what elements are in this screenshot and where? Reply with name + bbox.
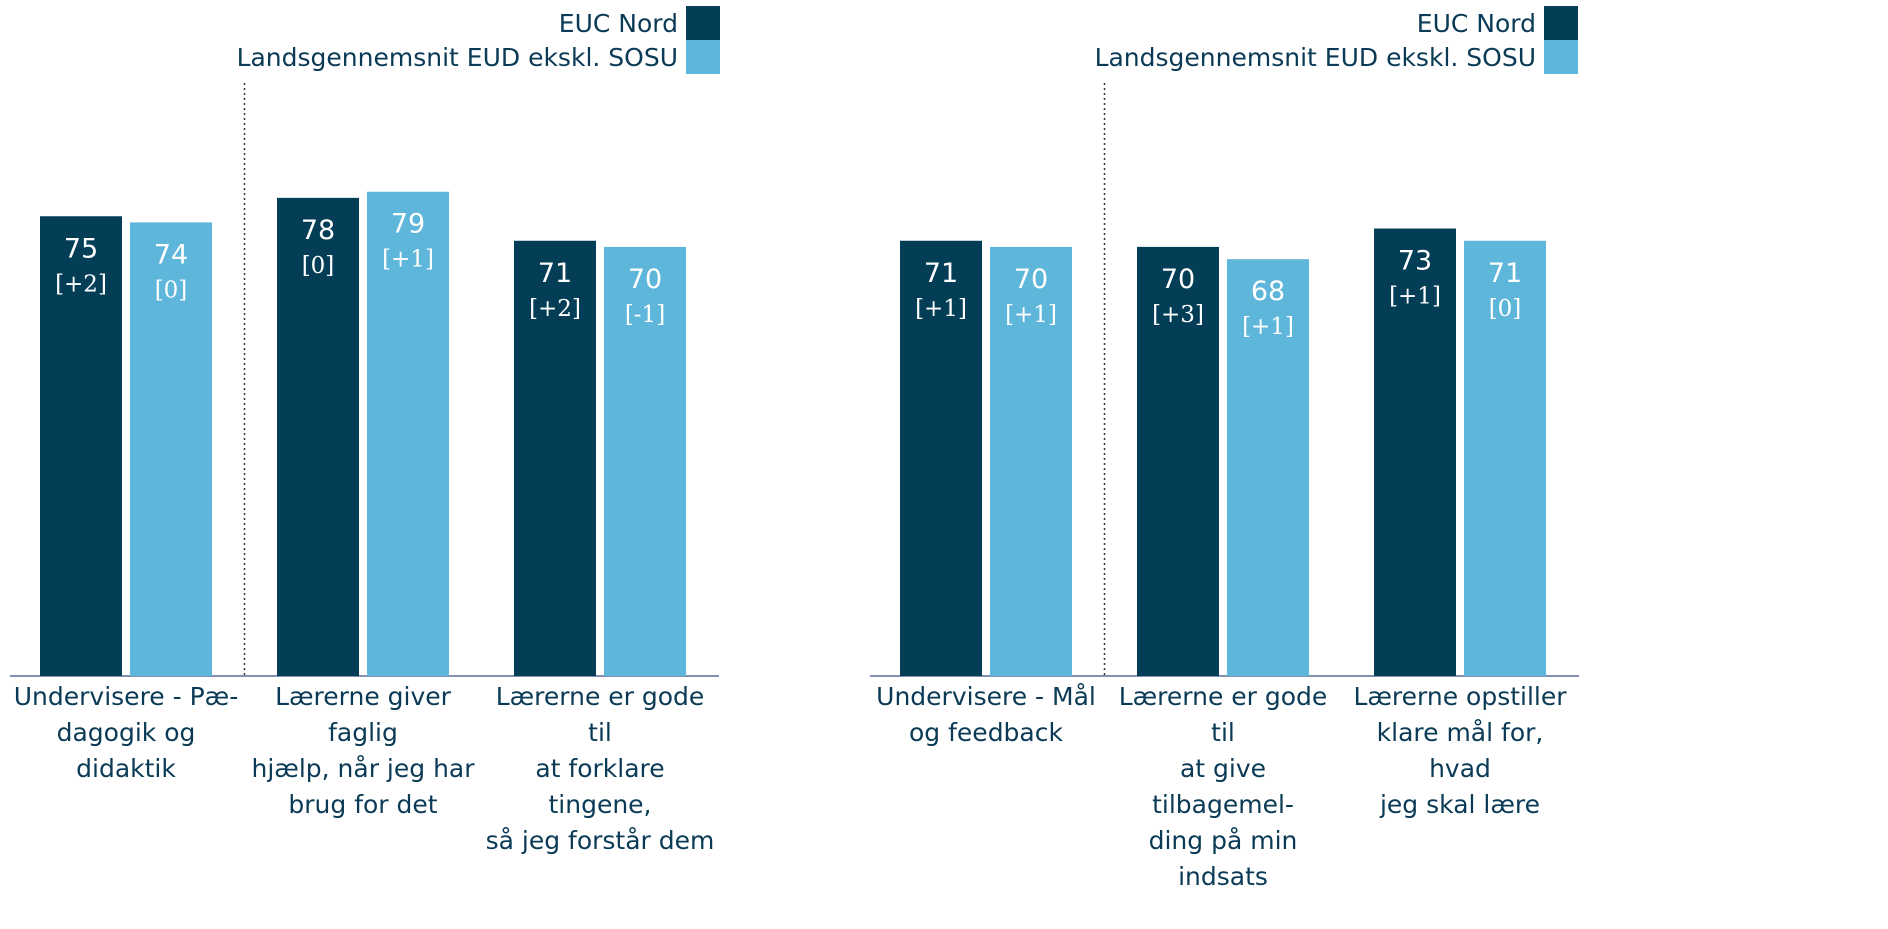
category-label-line: klare mål for, hvad [1376,718,1544,783]
category-label-line: Lærerne giver faglig [275,682,451,747]
legend-item-landsgennemsnit: Landsgennemsnit EUD ekskl. SOSU [1095,40,1578,74]
category-label-line: brug for det [288,790,438,819]
legend-swatch [1544,6,1578,40]
category-label-line: dagogik og didaktik [56,718,196,783]
bar-value-label: 78 [301,215,335,246]
category-label-line: Lærerne er gode til [1118,682,1328,747]
bar-euc [40,216,122,676]
legend-swatch [1544,40,1578,74]
bar-value-label: 70 [1014,264,1048,295]
legend-item-landsgennemsnit: Landsgennemsnit EUD ekskl. SOSU [237,40,720,74]
legend-label: EUC Nord [558,8,678,38]
category-label: Lærerne er gode til at give tilbagemel-di… [1108,679,1338,895]
chart-plot-area: 71 [+1] 70 [+1] 70 [+3] 68 [+1] 73 [+1] 71 [0] [870,83,1579,677]
bar-landsgennemsnit [367,191,449,677]
chart-panel-right: EUC Nord Landsgennemsnit EUD ekskl. SOSU… [860,0,1888,929]
legend-swatch [686,40,720,74]
category-label: Undervisere - Pæ-dagogik og didaktik [11,679,241,787]
category-label-line: og feedback [909,718,1063,747]
category-label-line: at give tilbagemel- [1152,754,1294,819]
category-label-line: hjælp, når jeg har [251,754,475,783]
legend-item-euc: EUC Nord [1417,6,1578,40]
category-label: Undervisere - Mål og feedback [871,679,1101,751]
category-label-line: Undervisere - Mål [876,682,1096,711]
bar-value-label: 71 [1488,258,1522,289]
legend-label: Landsgennemsnit EUD ekskl. SOSU [236,42,678,72]
category-label: Lærerne giver faglig hjælp, når jeg har br… [248,679,478,823]
bar-euc [514,240,596,676]
bar-landsgennemsnit [990,246,1072,676]
legend: EUC Nord Landsgennemsnit EUD ekskl. SOSU [860,0,1578,80]
chart-plot-area: 75 [+2] 74 [0] 78 [0] 79 [+1] 71 [+2] 70 [-1] [10,83,719,677]
bar-euc [1137,246,1219,676]
bar-value-label: 68 [1251,276,1285,307]
category-label: Lærerne er gode til at forklare tingene, s… [485,679,715,859]
bar-value-label: 75 [64,233,98,264]
bar-value-label: 73 [1398,246,1432,277]
bar-change-label: [+2] [529,296,581,322]
legend-swatch [686,6,720,40]
category-label-line: så jeg forstår dem [485,826,715,855]
legend-label: Landsgennemsnit EUD ekskl. SOSU [1094,42,1536,72]
bar-change-label: [0] [1489,296,1522,322]
bar-value-label: 71 [924,258,958,289]
bar-change-label: [0] [155,277,188,303]
bar-value-label: 71 [538,258,572,289]
legend-label: EUC Nord [1416,8,1536,38]
category-label-line: Lærerne er gode til [495,682,705,747]
bar-value-label: 70 [1161,264,1195,295]
bar-landsgennemsnit [1227,259,1309,676]
bar-value-label: 74 [154,239,188,270]
bar-change-label: [-1] [625,302,665,328]
category-label: Lærerne opstiller klare mål for, hvad jeg … [1345,679,1575,823]
category-label-line: ding på min indsats [1148,826,1298,891]
bar-landsgennemsnit [604,246,686,676]
bar-change-label: [+1] [382,247,434,273]
category-label-line: Undervisere - Pæ- [13,682,239,711]
bar-change-label: [+1] [1005,302,1057,328]
bar-change-label: [0] [302,253,335,279]
bar-euc [277,197,359,677]
bar-change-label: [+3] [1152,302,1204,328]
bar-euc [1374,228,1456,676]
bar-change-label: [+2] [55,271,107,297]
bar-change-label: [+1] [1242,314,1294,340]
category-label-line: at forklare tingene, [535,754,665,819]
legend-item-euc: EUC Nord [559,6,720,40]
bar-value-label: 70 [628,264,662,295]
category-label-line: Lærerne opstiller [1353,682,1567,711]
category-label-line: jeg skal lære [1379,790,1541,819]
bar-change-label: [+1] [915,296,967,322]
bar-landsgennemsnit [130,222,212,676]
chart-panel-left: EUC Nord Landsgennemsnit EUD ekskl. SOSU… [0,0,940,929]
bar-euc [900,240,982,676]
bar-landsgennemsnit [1464,240,1546,676]
bar-change-label: [+1] [1389,284,1441,310]
legend: EUC Nord Landsgennemsnit EUD ekskl. SOSU [0,0,720,80]
bar-value-label: 79 [391,209,425,240]
